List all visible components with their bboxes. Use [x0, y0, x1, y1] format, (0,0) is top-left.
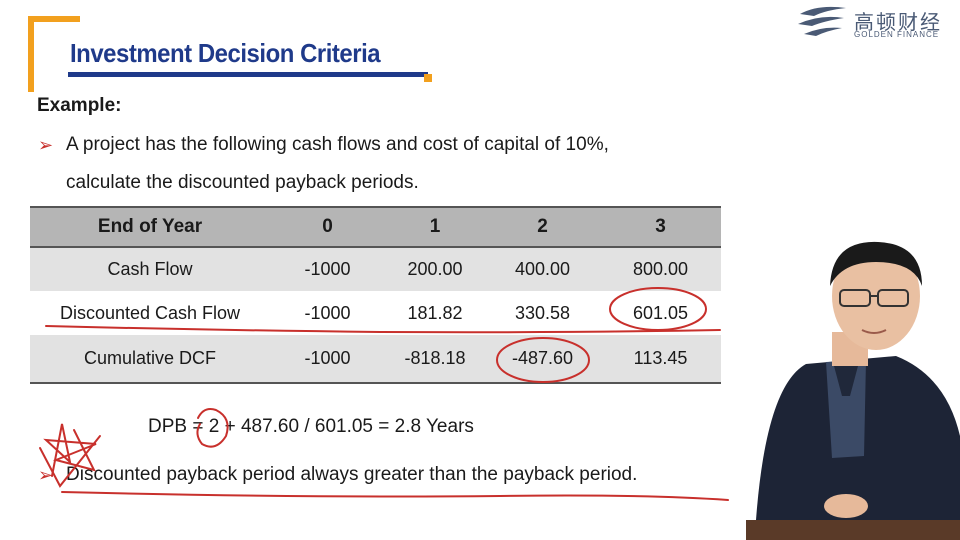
logo-english-text: GOLDEN FINANCE [854, 30, 940, 39]
problem-line-1: A project has the following cash flows a… [66, 134, 609, 155]
table-cell: 181.82 [407, 302, 463, 323]
table-cell: 200.00 [407, 259, 463, 279]
table-cell: -1000 [304, 302, 351, 323]
cash-flow-table: End of Year 0 1 2 3 Cash Flow -1000 200.… [30, 206, 721, 384]
title-bracket [28, 16, 80, 92]
header-cell: 3 [655, 216, 666, 237]
example-label: Example: [37, 95, 122, 116]
golden-finance-logo: 高顿财经 GOLDEN FINANCE [796, 2, 956, 44]
table-cell: -818.18 [404, 348, 466, 368]
problem-line-2: calculate the discounted payback periods… [66, 172, 419, 193]
table-row-discounted-cash-flow: Discounted Cash Flow -1000 181.82 330.58… [30, 291, 721, 335]
header-cell: 2 [537, 216, 548, 237]
table-row-cash-flow: Cash Flow -1000 200.00 400.00 800.00 [30, 247, 721, 291]
table-cell: 400.00 [514, 259, 571, 279]
table-cell: -1000 [304, 259, 351, 279]
dpb-formula: DPB = 2 + 487.60 / 601.05 = 2.8 Years [148, 416, 474, 437]
table-row-cumulative-dcf: Cumulative DCF -1000 -818.18 -487.60 113… [30, 335, 721, 383]
row-label: Cumulative DCF [83, 348, 217, 368]
header-cell: 1 [429, 216, 441, 237]
presenter-figure [746, 241, 960, 540]
title-underline [68, 72, 428, 77]
table-header-row: End of Year 0 1 2 3 [30, 207, 721, 247]
row-label: Discounted Cash Flow [59, 302, 241, 323]
header-cell: End of Year [97, 216, 203, 237]
row-label: Cash Flow [107, 259, 193, 279]
logo-wing-icon [798, 6, 846, 36]
table-cell: -1000 [304, 348, 351, 368]
table-cell: 113.45 [633, 348, 688, 368]
note-text: Discounted payback period always greater… [66, 464, 638, 485]
logo-chinese-text: 高顿财经 [854, 12, 942, 34]
bullet-arrow-icon: ➢ [38, 135, 54, 155]
table-cell: 800.00 [632, 259, 689, 279]
title-accent-dot [424, 74, 432, 82]
header-cell: 0 [322, 216, 333, 237]
bullet-arrow-icon: ➢ [38, 465, 54, 485]
table-cell: 330.58 [514, 302, 571, 323]
underline-note-annotation [61, 491, 729, 501]
table-cell: 601.05 [632, 302, 689, 323]
table-cell: -487.60 [511, 348, 574, 368]
slide-title: Investment Decision Criteria [70, 38, 381, 68]
